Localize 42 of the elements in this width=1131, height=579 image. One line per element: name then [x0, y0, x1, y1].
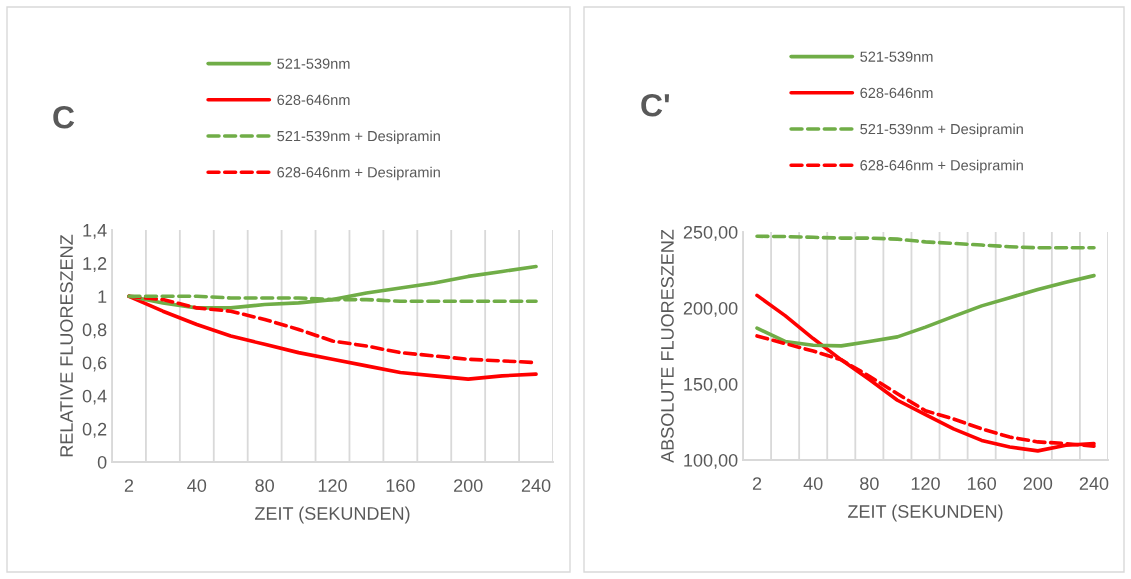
legend-label: 628-646nm + Desipramin: [277, 166, 440, 181]
x-tick-label: 120: [911, 477, 940, 490]
x-tick-label: 80: [255, 479, 274, 492]
y-tick-label: 0,4: [82, 389, 107, 405]
y-axis-title: ABSOLUTE FLUORESZENZ: [661, 229, 674, 463]
y-tick-label: 150,00: [684, 377, 738, 393]
y-tick-label: 1,2: [83, 257, 107, 272]
x-tick-label: 160: [386, 479, 415, 492]
x-tick-label: 160: [967, 477, 997, 490]
x-tick-label: 80: [860, 477, 879, 490]
y-tick-label: 0,6: [82, 356, 107, 372]
x-tick-label: 120: [318, 479, 347, 492]
x-axis-title: ZEIT (SEKUNDEN): [254, 506, 410, 524]
y-tick-label: 0,8: [82, 323, 107, 339]
x-tick-label: 200: [454, 479, 483, 492]
y-tick-label: 200,00: [683, 301, 738, 317]
x-tick-label: 240: [1079, 477, 1109, 490]
chart-title: C: [53, 105, 75, 129]
legend-label: 628-646nm + Desipramin: [860, 159, 1023, 174]
legend-label: 521-539nm + Desipramin: [860, 123, 1023, 138]
x-tick-label: 40: [187, 479, 207, 492]
x-tick-label: 200: [1023, 477, 1053, 490]
y-tick-label: 100,00: [684, 453, 738, 469]
legend-label: 521-539nm: [860, 51, 933, 62]
y-tick-label: 0: [97, 455, 107, 469]
y-tick-label: 250,00: [683, 225, 738, 241]
chart-title: C': [641, 93, 670, 117]
x-tick-label: 240: [521, 479, 551, 492]
legend-label: 628-646nm: [860, 87, 933, 99]
y-tick-label: 1: [98, 290, 107, 303]
x-tick-label: 40: [803, 477, 823, 490]
line-series: [755, 234, 1096, 250]
y-tick-label: 0,2: [82, 422, 107, 438]
x-tick-label: 2: [752, 477, 762, 490]
y-axis-title: RELATIVE FLUORESZENZ: [60, 234, 73, 457]
x-axis-title: ZEIT (SEKUNDEN): [847, 504, 1003, 522]
line-series: [755, 273, 1096, 348]
x-tick-label: 2: [124, 479, 134, 492]
legend-label: 521-539nm: [277, 58, 350, 69]
legend-label: 628-646nm: [277, 94, 350, 106]
legend-label: 521-539nm + Desipramin: [277, 130, 440, 145]
y-tick-label: 1,4: [83, 224, 107, 239]
